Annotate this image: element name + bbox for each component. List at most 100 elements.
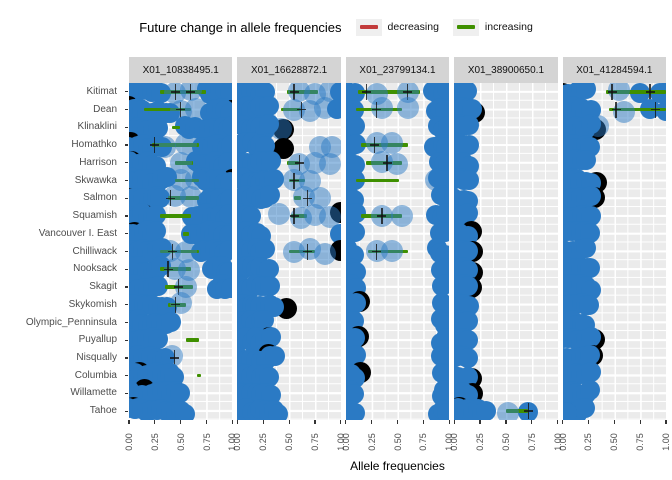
y-tick-mark [125,250,128,253]
y-axis-label: Columbia [74,369,117,381]
y-axis-label: Dean [93,103,117,115]
increasing-segment [144,107,191,112]
data-point [313,96,336,119]
data-point [386,152,409,175]
y-tick-mark [125,144,128,146]
x-tick-label: 0.75 [418,433,429,451]
data-point [457,275,478,296]
x-tick-mark [453,420,455,424]
x-axis-title: Allele frequencies [350,459,445,473]
data-point [184,167,207,190]
errorbar-cross [173,286,183,288]
data-point [154,135,177,158]
data-point [219,203,233,224]
y-tick-mark [125,286,128,288]
y-axis-label: Homathko [71,139,117,151]
data-point [457,348,478,369]
legend-item-increasing: increasing [452,18,533,36]
data-point [260,384,281,405]
data-point [184,98,207,121]
facet-strip-label: X01_38900650.1 [454,57,558,83]
increasing-segment [605,90,666,94]
errorbar-cross [289,179,299,182]
data-point [179,186,202,209]
data-point [345,169,366,190]
errorbar-cross [377,215,387,217]
data-point [586,114,609,137]
x-tick-label: 0.25 [258,433,269,451]
x-tick-mark [665,420,667,424]
data-point [435,363,450,384]
x-tick-label: 0.50 [175,433,186,451]
data-point [146,205,167,226]
errorbar-cross [170,91,180,93]
data-point [435,258,450,279]
errorbar-cross [361,91,371,93]
errorbar-cross [607,91,617,93]
data-point [174,133,197,156]
data-point [576,149,596,170]
y-axis-label: Willamette [70,387,117,399]
data-point [496,401,519,420]
x-tick-mark [396,420,399,424]
data-point [345,134,366,155]
data-point [434,186,450,207]
data-point [458,311,479,332]
legend-key-increasing [452,18,479,36]
x-tick-mark [639,420,641,424]
data-point [298,169,321,192]
data-point [268,404,289,420]
errorbar-cross [167,250,177,253]
facet-area: X01_10838495.1 0.00 0.25 0.50 0.75 1.00 X01_16… [124,57,671,480]
x-tick-label: 0.50 [609,433,620,451]
data-point [437,83,450,99]
data-point [221,134,233,155]
data-point [177,259,200,282]
y-axis-label: Tahoe [89,405,117,417]
errorbar-cross [170,304,180,306]
errorbar-cross [382,162,392,164]
data-point [258,96,279,117]
legend-item-decreasing: decreasing [355,18,439,36]
data-point [319,152,341,175]
data-point [345,292,366,313]
data-point [436,347,450,368]
x-tick-label: 0.75 [635,433,646,451]
data-point [458,203,479,224]
data-point [259,275,280,296]
plot-panel [237,83,341,420]
data-point [345,202,366,223]
x-axis: 0.00 0.25 0.50 0.75 1.00 [558,420,671,460]
y-tick-mark [125,357,128,359]
facet-strip-label: X01_10838495.1 [129,57,233,83]
x-tick-mark [205,420,208,424]
errorbar-cross [611,108,621,111]
data-point [254,309,275,330]
facet-column: X01_38900650.1 0.00 0.25 0.50 0.75 1.00 [449,57,563,480]
y-axis-label: Chilliwack [72,245,117,257]
data-point [457,83,478,101]
y-axis-label: Nisqually [76,352,117,364]
data-point [319,206,341,229]
data-point [147,328,168,349]
plot-panel [562,83,667,420]
y-tick-mark [125,321,128,324]
x-tick-label: 0.75 [201,433,212,451]
data-point [269,118,292,141]
x-tick-mark [180,420,182,424]
increasing-segment [182,231,189,236]
increasing-segment [358,90,420,94]
data-point [255,238,275,259]
data-point [437,155,450,176]
x-axis: 0.00 0.25 0.50 0.75 1.00 [232,420,346,460]
x-tick-label: 0.00 [449,433,460,451]
errorbar-cross [372,250,382,253]
y-tick-mark [125,233,128,235]
y-axis-label: Salmon [83,192,117,204]
data-point [575,398,596,419]
data-point [264,345,285,366]
data-point [219,83,233,103]
data-point [169,151,192,174]
y-axis-label: Vancouver I. East [38,227,117,239]
legend-key-decreasing [355,18,382,36]
